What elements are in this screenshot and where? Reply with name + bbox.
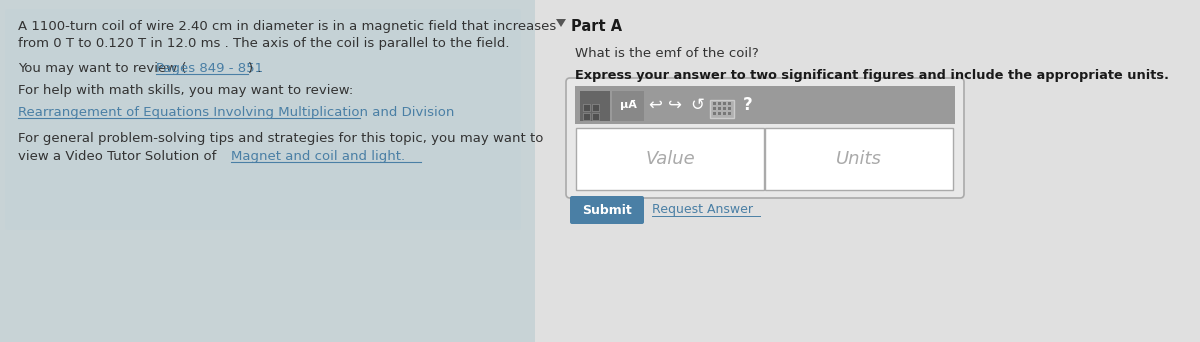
Text: Express your answer to two significant figures and include the appropriate units: Express your answer to two significant f… (575, 69, 1169, 82)
Bar (713, 107, 716, 110)
Text: ?: ? (743, 96, 752, 114)
Bar (722, 107, 726, 110)
Bar (766, 128, 953, 190)
Text: A 1100-turn coil of wire 2.40 cm in diameter is in a magnetic field that increas: A 1100-turn coil of wire 2.40 cm in diam… (18, 20, 557, 33)
Bar (728, 102, 731, 105)
Polygon shape (556, 19, 566, 27)
Text: You may want to review (: You may want to review ( (18, 62, 186, 75)
Text: ) .: ) . (248, 62, 262, 75)
Bar (728, 107, 731, 110)
Bar (718, 112, 721, 115)
Bar (583, 104, 590, 111)
Text: ↪: ↪ (668, 96, 682, 114)
Text: For general problem-solving tips and strategies for this topic, you may want to: For general problem-solving tips and str… (18, 132, 544, 145)
Bar (718, 102, 721, 105)
Text: from 0 T to 0.120 T in 12.0 ms . The axis of the coil is parallel to the field.: from 0 T to 0.120 T in 12.0 ms . The axi… (18, 37, 510, 50)
Text: Rearrangement of Equations Involving Multiplication and Division: Rearrangement of Equations Involving Mul… (18, 106, 455, 119)
FancyBboxPatch shape (566, 78, 964, 198)
Text: Units: Units (836, 150, 882, 168)
Bar (612, 91, 644, 121)
Bar (592, 104, 599, 111)
Text: Submit: Submit (582, 203, 632, 216)
Bar (576, 128, 764, 190)
Bar (535, 0, 1200, 342)
Bar (583, 113, 590, 120)
Bar (575, 86, 955, 124)
Text: μȦ: μȦ (619, 100, 636, 110)
Text: ↺: ↺ (690, 96, 704, 114)
FancyBboxPatch shape (5, 9, 521, 230)
Bar (718, 107, 721, 110)
Text: Part A: Part A (571, 19, 622, 34)
Text: For help with math skills, you may want to review:: For help with math skills, you may want … (18, 84, 353, 97)
Text: ↩: ↩ (648, 96, 662, 114)
FancyBboxPatch shape (570, 196, 644, 224)
Bar (592, 113, 599, 120)
Text: view a Video Tutor Solution of: view a Video Tutor Solution of (18, 150, 221, 163)
Bar (728, 112, 731, 115)
Text: Request Answer: Request Answer (652, 203, 754, 216)
Text: Magnet and coil and light.: Magnet and coil and light. (230, 150, 406, 163)
Text: What is the emf of the coil?: What is the emf of the coil? (575, 47, 758, 60)
Bar (713, 102, 716, 105)
Bar (710, 100, 734, 118)
Text: Pages 849 - 851: Pages 849 - 851 (156, 62, 263, 75)
Bar (713, 112, 716, 115)
Bar (580, 91, 610, 121)
Bar (722, 102, 726, 105)
Text: Value: Value (646, 150, 695, 168)
Bar (722, 112, 726, 115)
